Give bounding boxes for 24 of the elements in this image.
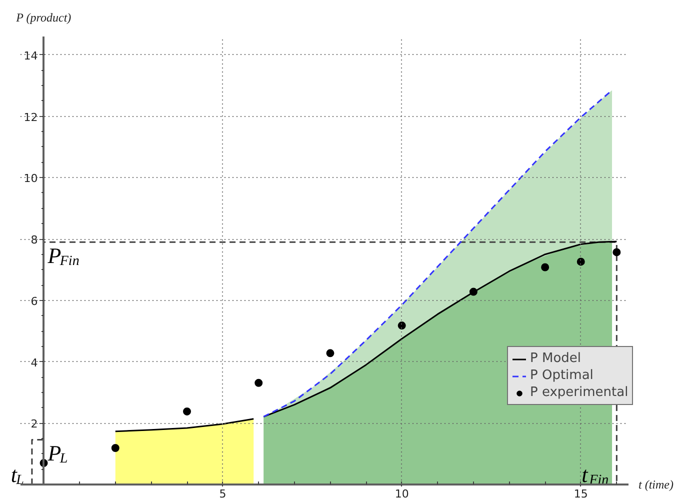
point — [111, 444, 120, 452]
point — [326, 349, 334, 358]
y-tick-label: 12 — [24, 110, 38, 124]
y-axis-title: P (product) — [15, 10, 72, 24]
point — [576, 258, 585, 266]
point — [612, 248, 621, 256]
point — [469, 288, 478, 296]
y-tick-label: 8 — [30, 234, 38, 247]
y-tick-label: 6 — [30, 294, 38, 308]
x-tick-label: 5 — [219, 488, 226, 500]
y-tick-label: 4 — [30, 356, 38, 370]
y-tick-label: 14 — [24, 49, 38, 62]
point — [183, 407, 191, 416]
y-tick-label: 2 — [30, 418, 38, 431]
legend-label: P Optimal — [530, 368, 594, 383]
point — [541, 263, 550, 272]
x-tick-label: 10 — [394, 488, 409, 500]
legend-label: P Model — [530, 351, 582, 366]
x-tick-label: 15 — [574, 488, 588, 500]
x-axis-title: t (time) — [638, 478, 674, 492]
point — [398, 322, 406, 330]
point — [254, 378, 263, 387]
legend-label: P experimental — [530, 385, 628, 400]
y-tick-label: 10 — [24, 172, 38, 186]
